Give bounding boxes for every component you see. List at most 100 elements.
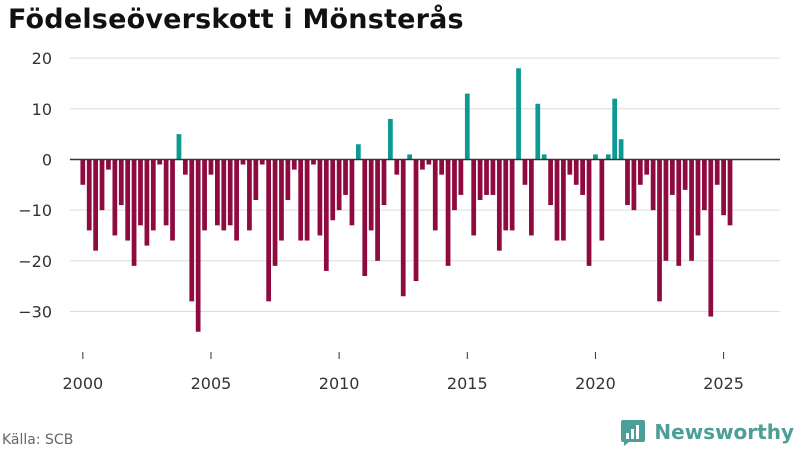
bar[interactable] <box>336 159 342 211</box>
bar[interactable] <box>202 159 207 231</box>
bar[interactable] <box>727 159 733 226</box>
bar[interactable] <box>311 159 316 165</box>
bar[interactable] <box>618 139 624 160</box>
bar[interactable] <box>323 159 329 271</box>
bar[interactable] <box>291 159 297 170</box>
bar[interactable] <box>554 159 560 241</box>
bar[interactable] <box>605 154 611 160</box>
bar[interactable] <box>503 159 509 231</box>
bar[interactable] <box>330 159 336 221</box>
bar[interactable] <box>413 159 419 282</box>
bar[interactable] <box>599 159 605 241</box>
bar[interactable] <box>221 159 227 231</box>
bar[interactable] <box>189 159 195 302</box>
bar[interactable] <box>439 159 445 175</box>
bar[interactable] <box>490 159 496 195</box>
bar[interactable] <box>708 159 714 317</box>
bar[interactable] <box>612 98 618 160</box>
bar[interactable] <box>349 159 355 226</box>
bar[interactable] <box>304 159 310 241</box>
bar[interactable] <box>93 159 99 251</box>
bar[interactable] <box>259 159 265 165</box>
bar[interactable] <box>464 93 470 160</box>
bar[interactable] <box>714 159 720 185</box>
bar[interactable] <box>676 159 682 266</box>
bar[interactable] <box>247 159 252 231</box>
bar[interactable] <box>118 159 124 206</box>
bar[interactable] <box>150 159 156 231</box>
bar[interactable] <box>144 159 150 246</box>
bar[interactable] <box>407 154 412 160</box>
bar[interactable] <box>317 159 323 236</box>
bar[interactable] <box>471 159 477 236</box>
bar[interactable] <box>631 159 637 211</box>
bar[interactable] <box>266 159 272 302</box>
bar[interactable] <box>650 159 656 211</box>
bar[interactable] <box>253 159 259 200</box>
bar[interactable] <box>298 159 304 241</box>
bar[interactable] <box>86 159 92 231</box>
bar[interactable] <box>400 159 406 297</box>
bar[interactable] <box>362 159 368 276</box>
bar[interactable] <box>689 159 694 261</box>
bar[interactable] <box>106 159 111 170</box>
bar[interactable] <box>516 68 521 160</box>
bar[interactable] <box>355 144 361 160</box>
bar[interactable] <box>682 159 688 190</box>
bar[interactable] <box>484 159 489 195</box>
bar[interactable] <box>445 159 451 266</box>
bar[interactable] <box>99 159 105 211</box>
bar[interactable] <box>343 159 348 195</box>
bar[interactable] <box>452 159 457 211</box>
bar[interactable] <box>593 154 598 160</box>
bar[interactable] <box>112 159 118 236</box>
bar[interactable] <box>663 159 669 261</box>
bar[interactable] <box>131 159 137 266</box>
bar[interactable] <box>227 159 233 226</box>
bar[interactable] <box>170 159 175 241</box>
bar[interactable] <box>567 159 573 175</box>
bar[interactable] <box>420 159 425 170</box>
bar[interactable] <box>541 154 547 160</box>
bar[interactable] <box>657 159 662 302</box>
bar[interactable] <box>215 159 220 226</box>
bar[interactable] <box>509 159 515 231</box>
bar[interactable] <box>388 118 393 160</box>
bar[interactable] <box>195 159 201 332</box>
bar[interactable] <box>279 159 284 241</box>
bar[interactable] <box>535 103 541 160</box>
bar[interactable] <box>163 159 169 226</box>
bar[interactable] <box>644 159 650 175</box>
bar[interactable] <box>586 159 592 266</box>
bar[interactable] <box>208 159 214 175</box>
bar[interactable] <box>368 159 374 231</box>
newsworthy-brand[interactable]: Newsworthy <box>620 418 794 446</box>
bar[interactable] <box>529 159 534 236</box>
bar[interactable] <box>234 159 239 241</box>
bar[interactable] <box>182 159 188 175</box>
bar[interactable] <box>272 159 278 266</box>
bar[interactable] <box>695 159 701 236</box>
bar[interactable] <box>458 159 464 195</box>
bar[interactable] <box>702 159 707 211</box>
bar[interactable] <box>496 159 502 251</box>
bar[interactable] <box>477 159 483 200</box>
bar[interactable] <box>285 159 291 200</box>
bar[interactable] <box>548 159 553 206</box>
bar[interactable] <box>721 159 726 216</box>
bar[interactable] <box>573 159 579 185</box>
bar[interactable] <box>580 159 586 195</box>
bar[interactable] <box>625 159 630 206</box>
bar[interactable] <box>125 159 131 241</box>
bar[interactable] <box>394 159 400 175</box>
bar[interactable] <box>381 159 387 206</box>
bar[interactable] <box>138 159 143 226</box>
bar[interactable] <box>637 159 643 185</box>
bar[interactable] <box>80 159 86 185</box>
bar[interactable] <box>426 159 432 165</box>
bar[interactable] <box>176 134 182 160</box>
bar[interactable] <box>240 159 246 165</box>
bar[interactable] <box>157 159 163 165</box>
bar[interactable] <box>669 159 675 195</box>
bar[interactable] <box>375 159 380 261</box>
